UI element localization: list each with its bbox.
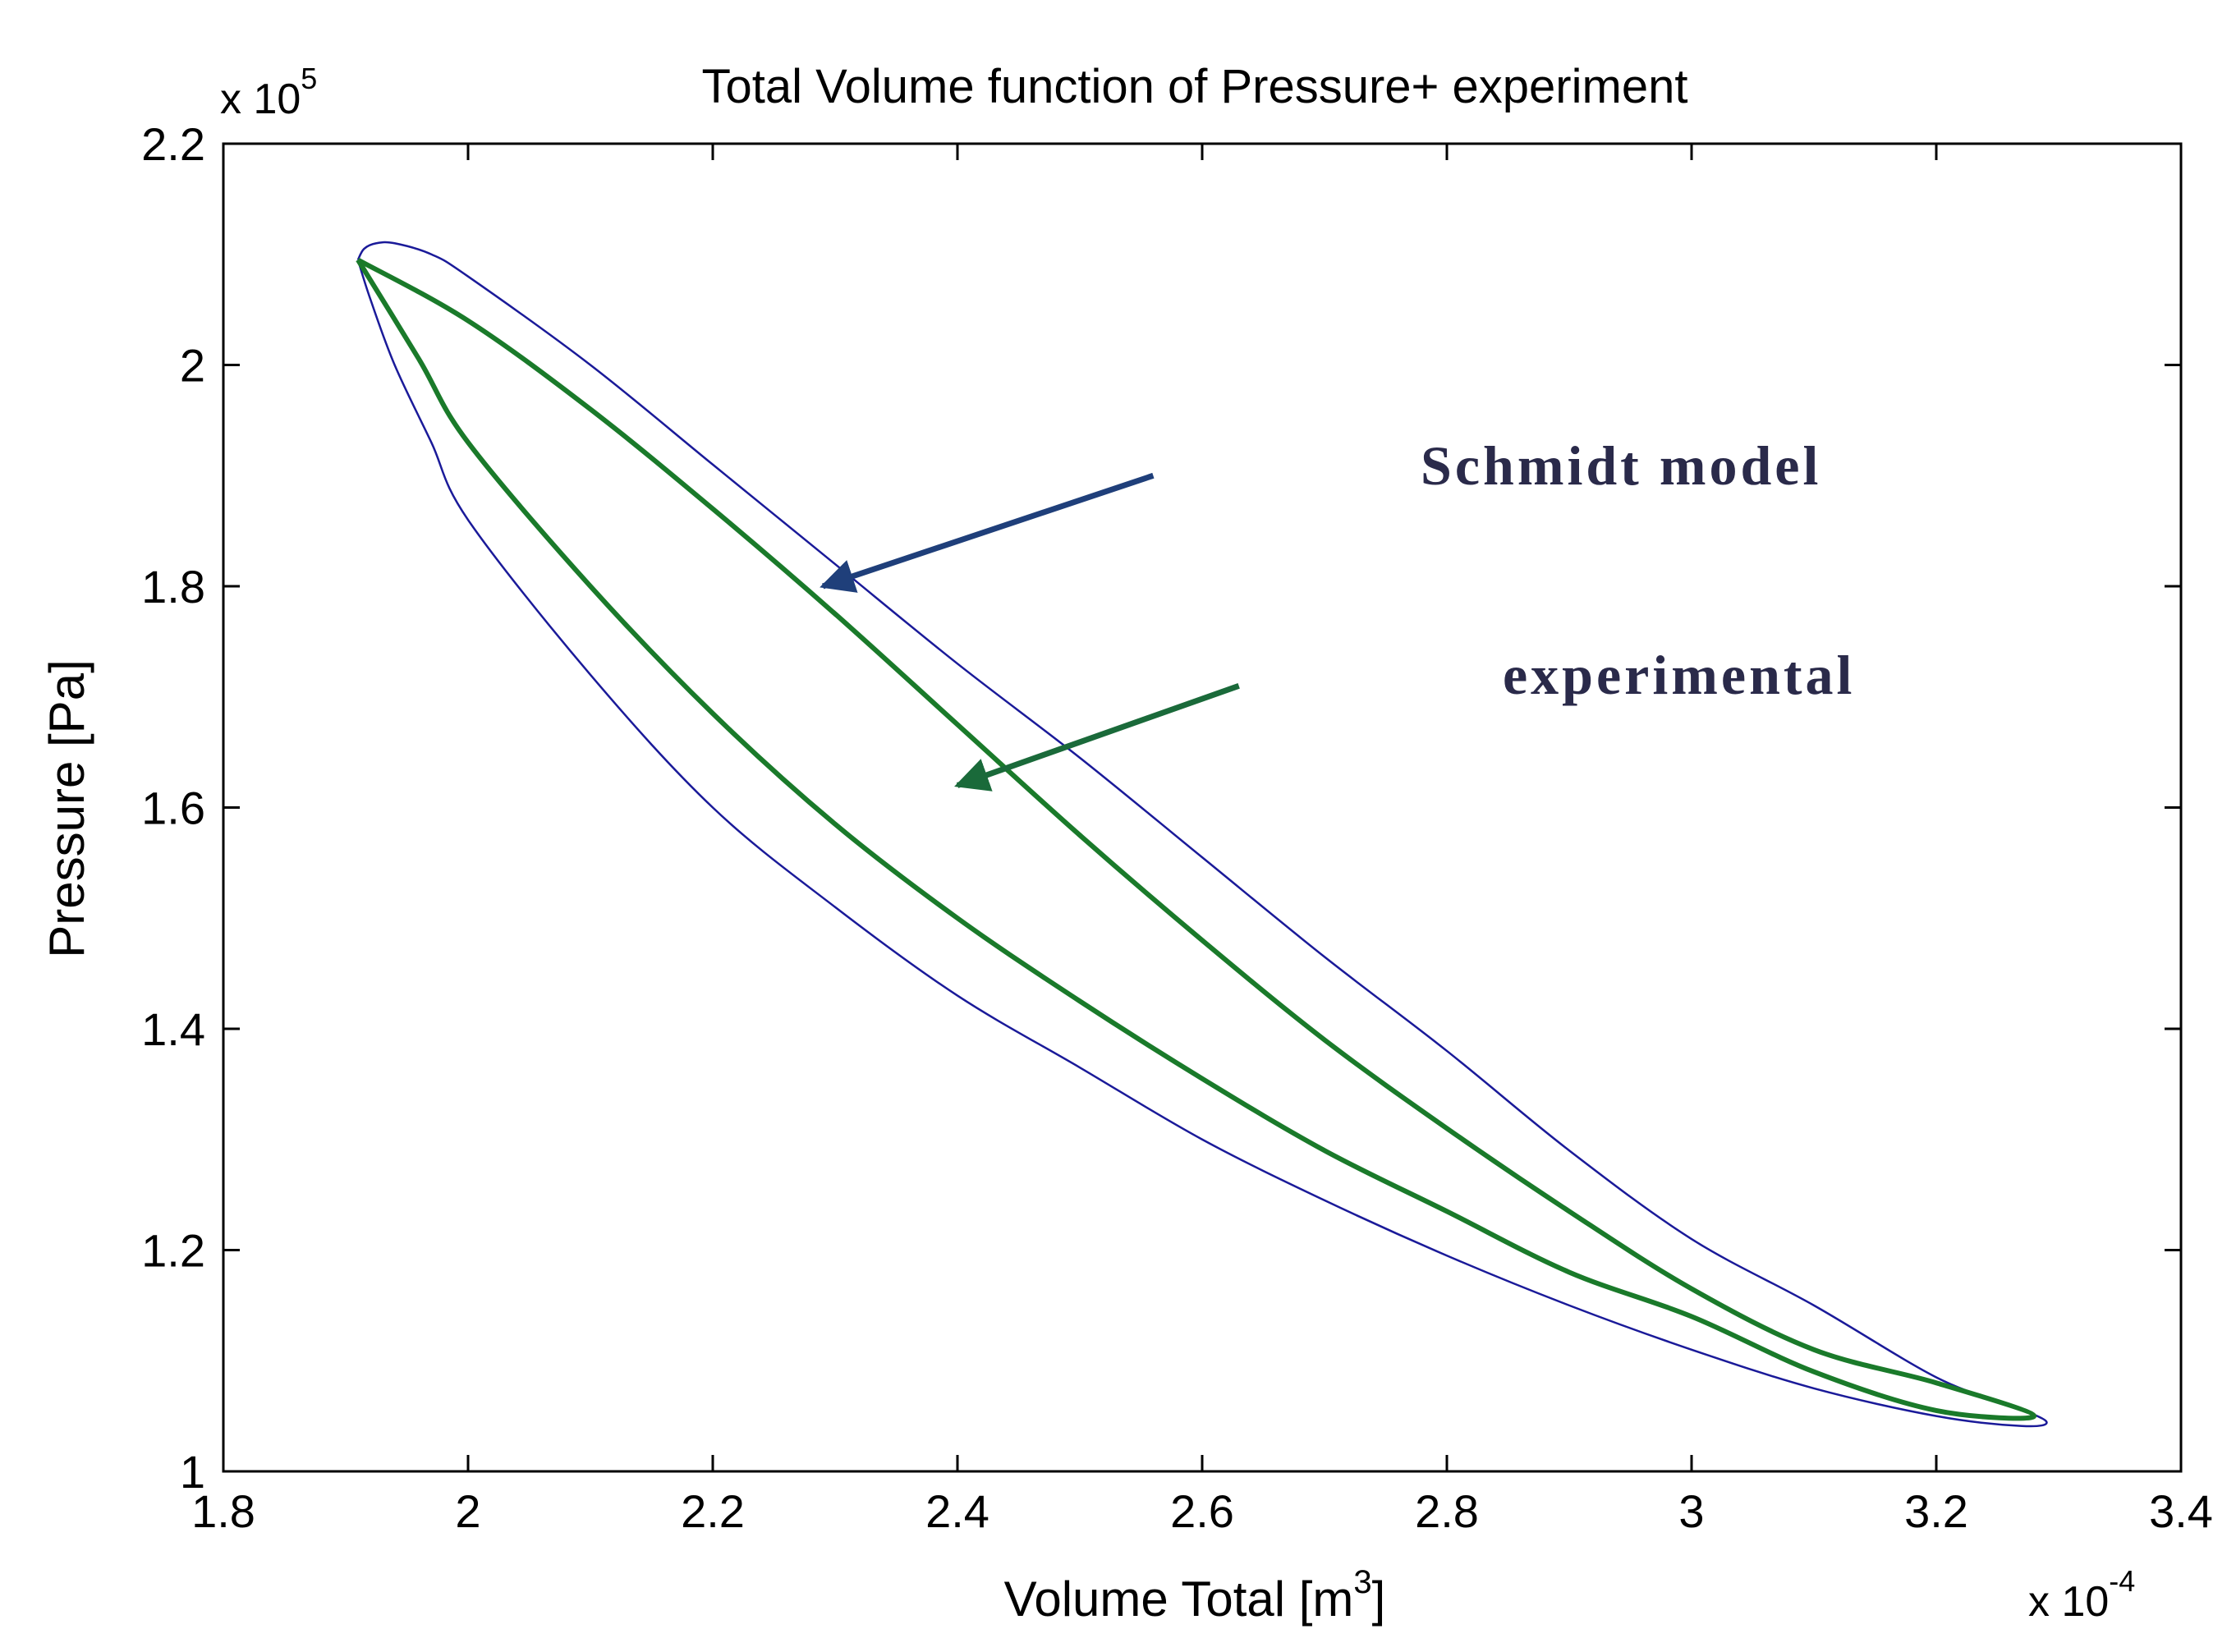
y-axis-multiplier: x 105 <box>220 62 317 123</box>
x-tick-label: 3.2 <box>1904 1485 1968 1537</box>
x-multiplier-exponent: -4 <box>2109 1564 2135 1598</box>
y-multiplier-exponent: 5 <box>301 62 317 95</box>
x-tick-label: 2.6 <box>1170 1485 1234 1537</box>
y-multiplier-prefix: x 10 <box>220 76 301 123</box>
x-tick-label: 1.8 <box>191 1485 255 1537</box>
axis-ticks <box>222 142 2183 1473</box>
y-tick-label: 1.8 <box>141 561 205 613</box>
y-tick-label: 1.6 <box>141 782 205 834</box>
x-tick-label: 3.4 <box>2149 1485 2213 1537</box>
y-tick-label: 2 <box>180 340 205 392</box>
x-tick-label: 2 <box>455 1485 480 1537</box>
y-tick-label: 1.4 <box>141 1003 205 1055</box>
x-tick-label: 2.8 <box>1415 1485 1479 1537</box>
axis-tick-labels: 1.8 2 2.2 2.4 2.6 2.8 3 3.2 3.4 1 1.2 1.4 1.6 1.8 2 2.2 <box>141 118 2213 1537</box>
schmidt-model-label: Schmidt model <box>1421 434 1821 497</box>
x-axis-label-close: ] <box>1372 1572 1386 1627</box>
x-axis-label-text: Volume Total [m <box>1004 1572 1354 1627</box>
plot-area-frame <box>222 142 2183 1473</box>
schmidt-model-arrow <box>820 472 1155 593</box>
experimental-arrow <box>954 682 1240 792</box>
schmidt-model-curve <box>356 241 2048 1428</box>
y-tick-label: 1 <box>180 1446 205 1498</box>
x-tick-label: 3 <box>1678 1485 1704 1537</box>
x-axis-label-superscript: 3 <box>1353 1564 1371 1600</box>
series-layer <box>356 241 2048 1428</box>
x-multiplier-prefix: x 10 <box>2028 1578 2109 1626</box>
x-tick-label: 2.4 <box>925 1485 989 1537</box>
x-tick-label: 2.2 <box>681 1485 745 1537</box>
y-tick-label: 1.2 <box>141 1225 205 1277</box>
experimental-curve <box>356 257 2037 1421</box>
y-axis-label: Pressure [Pa] <box>39 659 94 958</box>
x-axis-multiplier: x 10-4 <box>2028 1564 2135 1626</box>
x-axis-label: Volume Total [m3] <box>1004 1564 1386 1627</box>
experimental-label: experimental <box>1503 644 1855 706</box>
y-tick-label: 2.2 <box>141 118 205 170</box>
chart-title: Total Volume function of Pressure+ exper… <box>702 60 1688 113</box>
